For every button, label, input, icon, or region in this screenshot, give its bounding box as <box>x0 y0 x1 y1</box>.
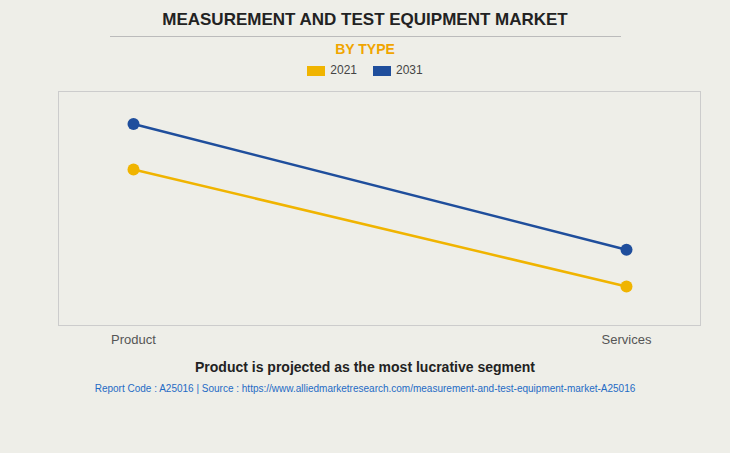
html-text:Product is projected as the mo: Product is projected as the most lucrati… <box>195 359 535 375</box>
html-text:Report Code : A25016 | Source: Report Code : A25016 | Source : https://… <box>94 383 636 394</box>
html-text:MEASUREMENT AND TEST EQUIPMENT: MEASUREMENT AND TEST EQUIPMENT MARKET <box>162 10 568 29</box>
html-text:2021: 2021 <box>330 63 357 77</box>
html-text:2031: 2031 <box>396 63 423 77</box>
html-text:BY TYPE: BY TYPE <box>335 41 395 57</box>
svg-text:Services: Services <box>602 332 652 347</box>
svg-text:Product: Product <box>111 332 156 347</box>
